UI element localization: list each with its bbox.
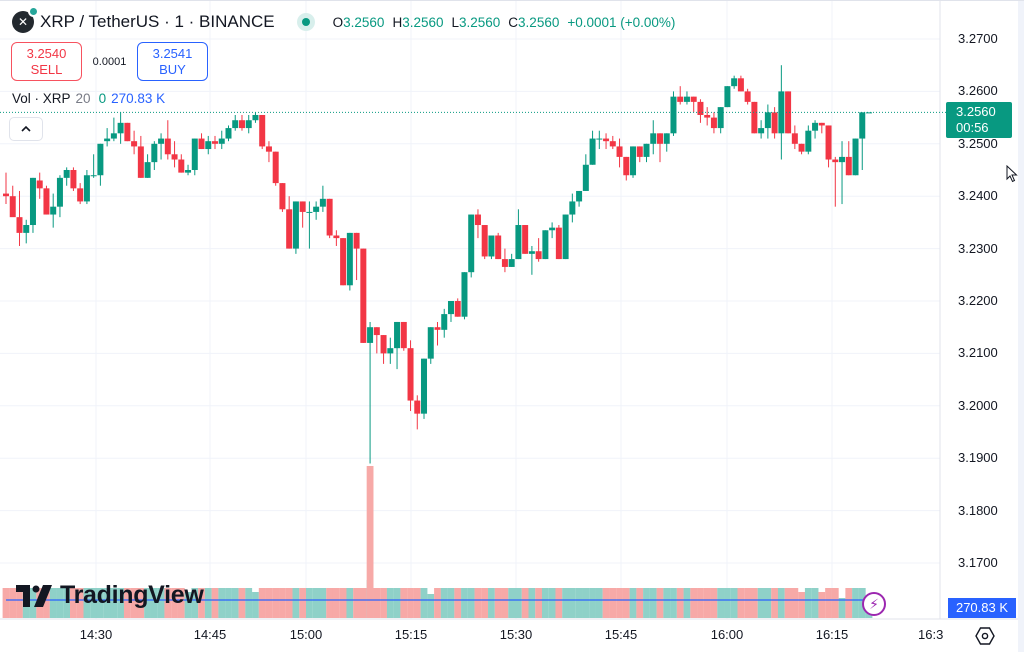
sell-button[interactable]: 3.2540 SELL	[11, 42, 82, 81]
price-tick: 3.2400	[958, 188, 998, 204]
high-value: 3.2560	[402, 14, 444, 30]
right-edge-panel	[1018, 1, 1024, 652]
buy-price: 3.2541	[152, 45, 193, 61]
price-tick: 3.2100	[958, 345, 998, 361]
volume-legend[interactable]: Vol · XRP 20 0 270.83 K	[12, 91, 165, 106]
bar-countdown: 00:56	[956, 120, 989, 135]
spread-value: 0.0001	[92, 55, 127, 68]
time-tick: 15:15	[394, 627, 428, 642]
time-tick: 16:3	[918, 627, 944, 642]
price-tick: 3.2700	[958, 31, 998, 46]
price-tick: 3.2000	[958, 397, 998, 413]
market-open-icon[interactable]	[296, 13, 315, 31]
price-tick: 3.2500	[958, 135, 998, 151]
settings-hexagon-icon[interactable]	[975, 627, 995, 645]
volume-legend-label: Vol · XRP	[12, 91, 71, 106]
time-tick: 15:00	[289, 627, 323, 642]
price-tick: 3.1800	[958, 502, 998, 518]
volume-ma-length: 20	[75, 91, 91, 106]
symbol-legend: ✕ XRP / TetherUS · 1 · BINANCE O3.2560 H…	[12, 6, 676, 33]
mouse-cursor-icon	[1006, 165, 1018, 183]
low-label: L	[451, 14, 459, 30]
lightning-icon: ⚡	[869, 595, 879, 612]
close-value: 3.2560	[518, 14, 560, 30]
open-label: O	[332, 14, 344, 30]
price-tick: 3.2600	[958, 83, 998, 99]
tradingview-logo[interactable]: TradingView	[16, 581, 204, 610]
price-tick: 3.2200	[958, 293, 998, 308]
close-label: C	[508, 14, 519, 30]
buy-label: BUY	[159, 61, 186, 77]
chevron-up-icon	[21, 125, 31, 132]
open-value: 3.2560	[343, 14, 385, 30]
price-tick: 3.1900	[958, 450, 998, 466]
sell-label: SELL	[30, 61, 63, 77]
ohlc-values: O3.2560 H3.2560 L3.2560 C3.2560 +0.0001 …	[333, 15, 676, 30]
price-tick: 3.2300	[958, 240, 998, 256]
low-value: 3.2560	[459, 14, 501, 30]
time-tick: 15:30	[499, 627, 533, 642]
collapse-legend-button[interactable]	[9, 117, 43, 141]
volume-ma-value: 270.83 K	[111, 91, 166, 106]
lightning-button[interactable]: ⚡	[862, 592, 886, 616]
buy-button[interactable]: 3.2541 BUY	[137, 42, 208, 81]
time-tick: 16:15	[815, 627, 849, 642]
symbol-title[interactable]: XRP / TetherUS · 1 · BINANCE	[40, 12, 275, 31]
time-tick: 16:00	[710, 627, 744, 642]
last-price-label: 3.2560 00:56	[946, 102, 1012, 138]
change-value: +0.0001 (+0.00%)	[567, 14, 676, 30]
tether-badge-icon	[28, 6, 39, 17]
brand-name: TradingView	[60, 581, 204, 609]
time-tick: 14:45	[193, 627, 227, 642]
time-tick: 14:30	[79, 627, 113, 642]
volume-value: 0	[98, 91, 107, 106]
xrp-logo-icon: ✕	[12, 6, 39, 33]
volume-axis-label: 270.83 K	[948, 598, 1016, 618]
sell-price: 3.2540	[26, 45, 67, 61]
price-tick: 3.1700	[958, 555, 998, 570]
tradingview-mark-icon	[16, 584, 52, 607]
high-label: H	[392, 14, 403, 30]
trade-panel: 3.2540 SELL 0.0001 3.2541 BUY	[11, 42, 208, 81]
last-price-value: 3.2560	[956, 104, 996, 119]
time-tick: 15:45	[604, 627, 638, 642]
